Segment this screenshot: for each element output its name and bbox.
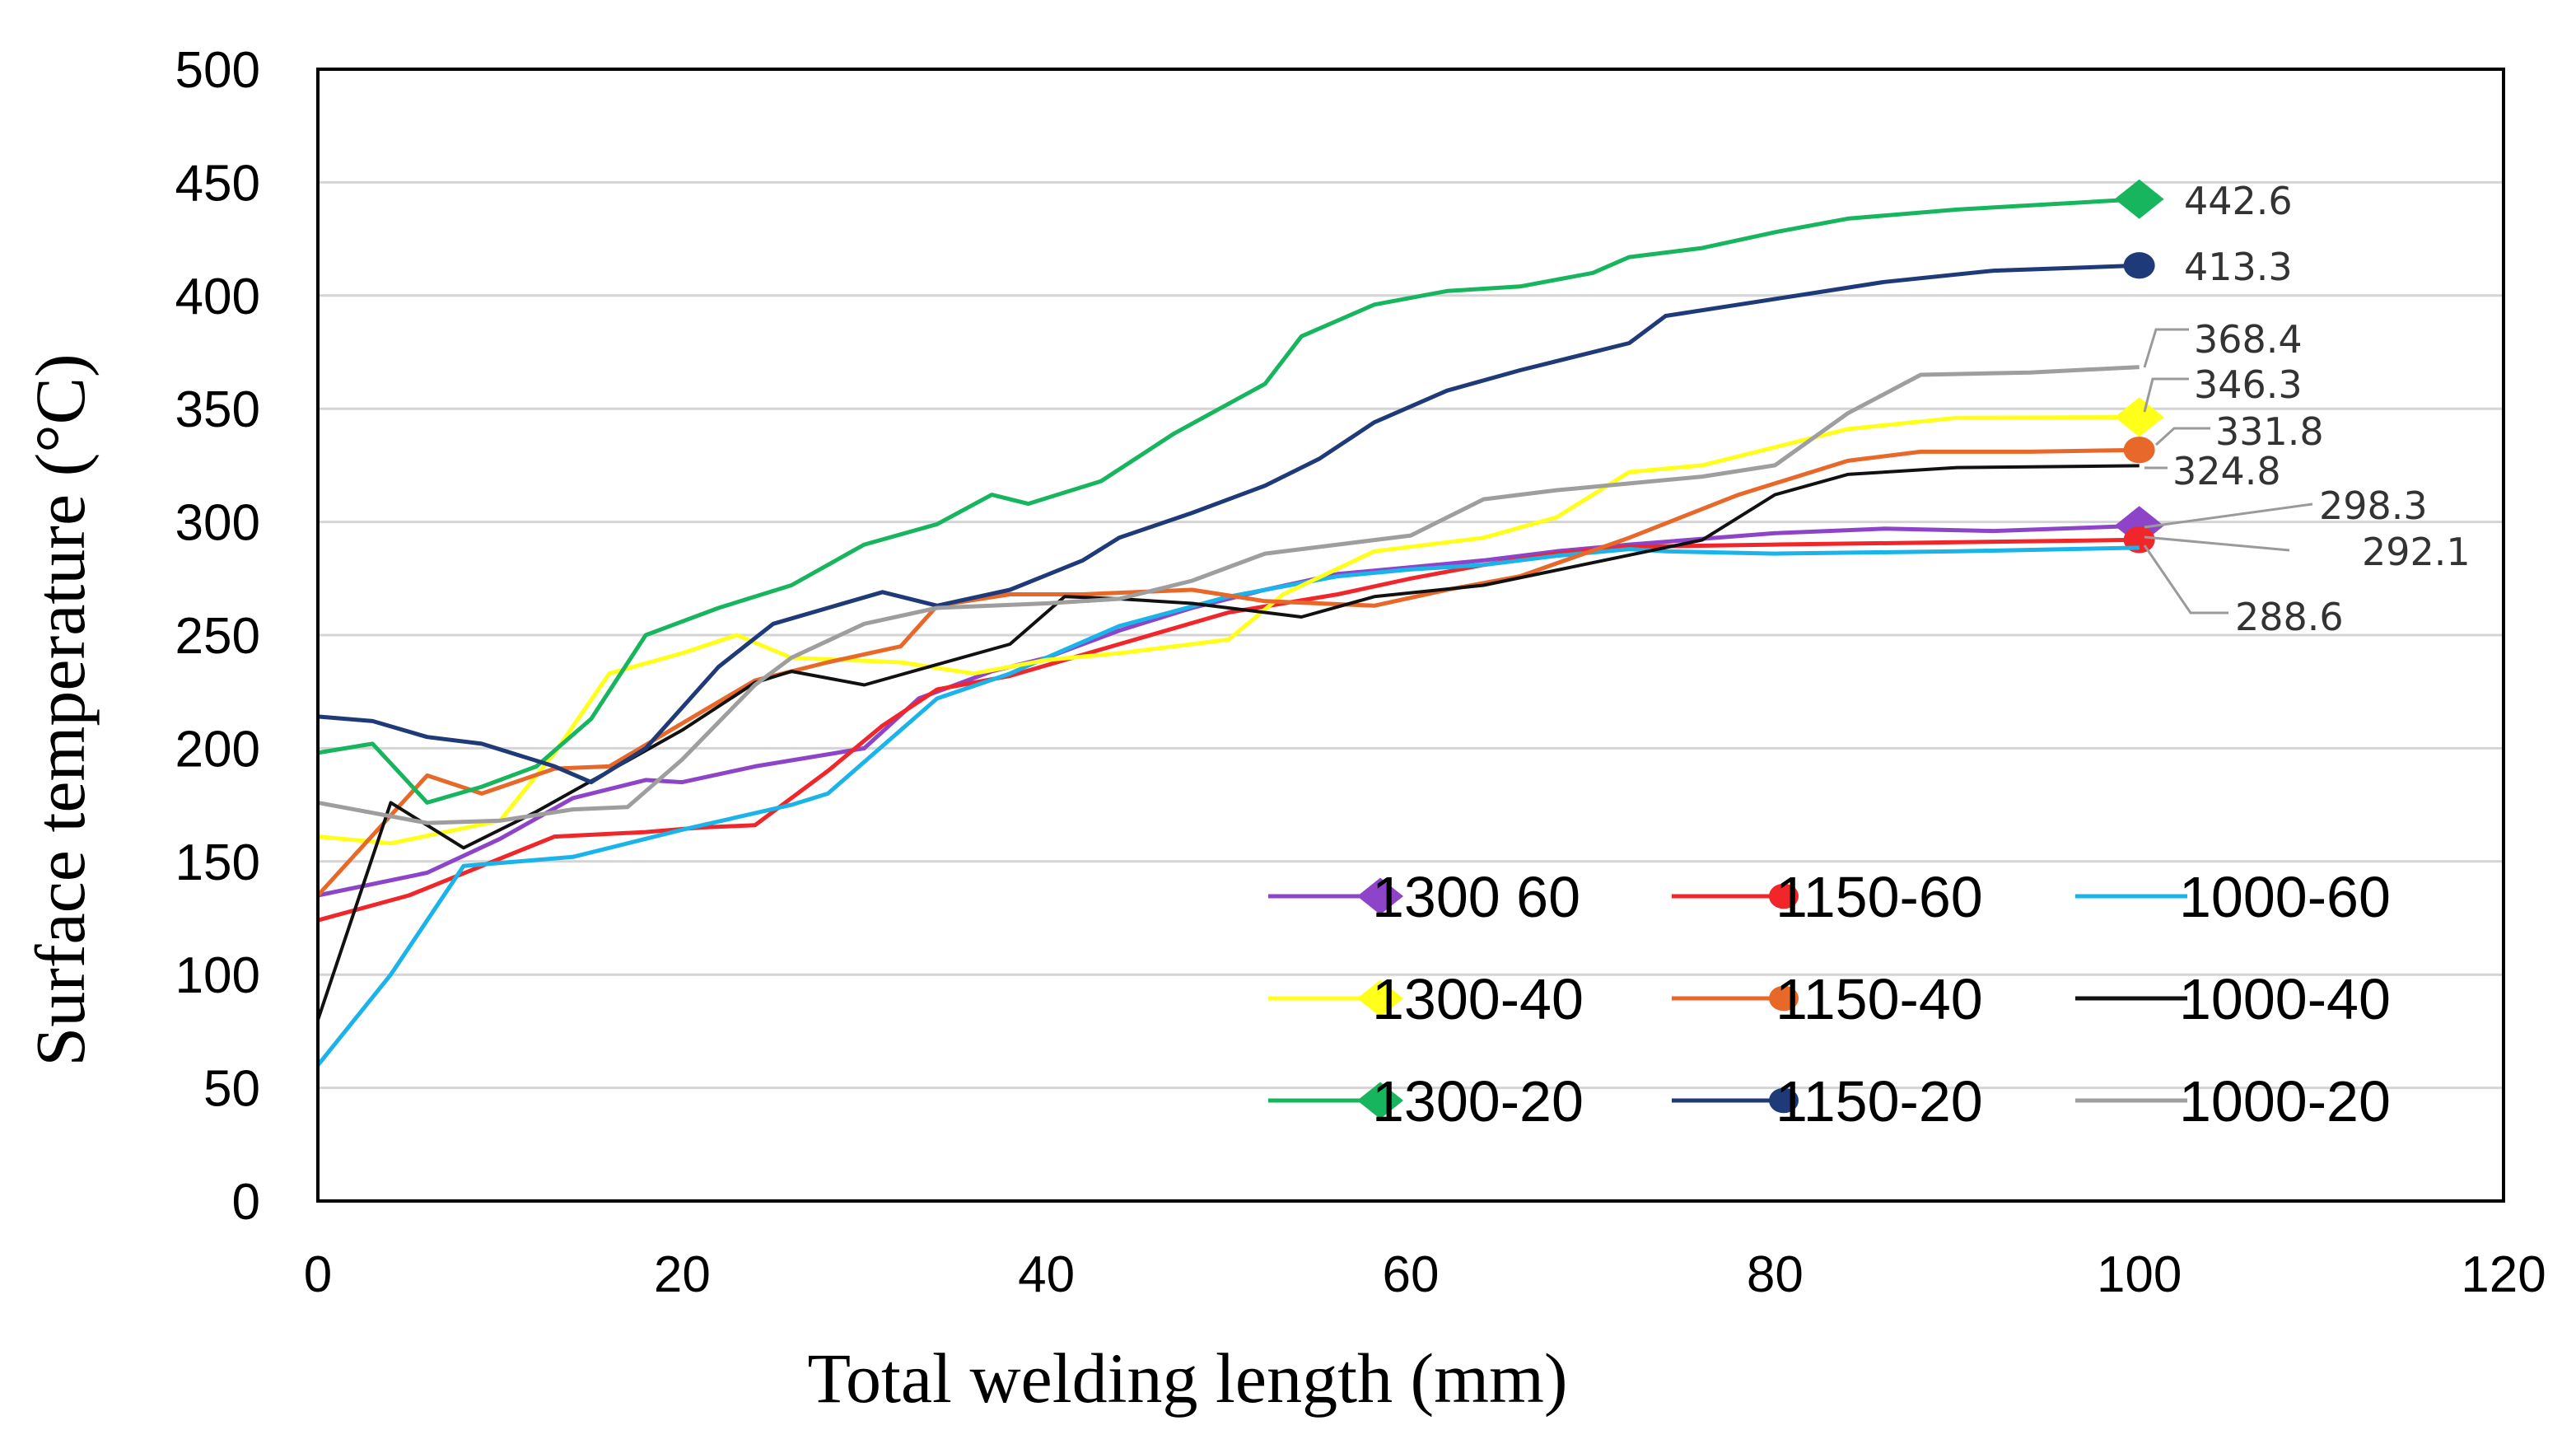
x-tick-label: 100 <box>2097 1246 2182 1303</box>
legend-item: 1150-60 <box>1672 865 1983 929</box>
legend-item: 1000-40 <box>2075 967 2391 1031</box>
y-axis-title: Surface temperature (°C) <box>21 353 100 1066</box>
legend-marker <box>1357 979 1403 1017</box>
legend-label: 1150-60 <box>1776 865 1983 929</box>
legend-item: 1150-20 <box>1672 1069 1983 1133</box>
legend-label: 1000-60 <box>2179 865 2391 929</box>
y-tick-label: 0 <box>232 1174 260 1231</box>
x-tick-label: 120 <box>2461 1246 2546 1303</box>
legend-label: 1150-20 <box>1776 1069 1983 1133</box>
y-tick-label: 450 <box>175 155 260 212</box>
end-value-label: 324.8 <box>2172 449 2281 493</box>
series-line <box>317 537 2140 923</box>
legend-item: 1000-60 <box>2075 865 2391 929</box>
legend-label: 1300-40 <box>1372 967 1584 1031</box>
legend-marker <box>1357 1082 1403 1119</box>
series-1300-20 <box>317 179 2164 805</box>
series-1150-20 <box>317 252 2155 785</box>
x-axis-title: Total welding length (mm) <box>807 1339 1567 1418</box>
x-tick-label: 20 <box>654 1246 711 1303</box>
series-end-marker <box>2114 397 2164 437</box>
y-tick-label: 500 <box>175 42 260 99</box>
end-value-label: 346.3 <box>2194 362 2303 407</box>
end-value-label: 368.4 <box>2194 317 2303 362</box>
end-value-label: 331.8 <box>2215 409 2324 454</box>
end-value-label: 298.3 <box>2319 484 2428 528</box>
y-tick-label: 300 <box>175 495 260 552</box>
axis-ticks: 0 50 100 150 200 250 300 350 400 450 500 0 20 40 60 80 1… <box>175 42 2546 1303</box>
x-tick-label: 80 <box>1747 1246 1804 1303</box>
legend-label: 1000-40 <box>2179 967 2391 1031</box>
leader-line <box>2154 427 2210 446</box>
series-end-marker <box>2114 179 2164 219</box>
legend-label: 1150-40 <box>1776 967 1983 1031</box>
series-lines <box>316 179 2164 1067</box>
series-end-marker <box>2123 437 2155 464</box>
legend-item: 1300-40 <box>1268 967 1584 1031</box>
legend-item: 1300-20 <box>1268 1069 1584 1133</box>
legend-marker <box>1357 877 1403 915</box>
plot-area-border <box>316 68 2505 1203</box>
legend-label: 1000-20 <box>2179 1069 2391 1133</box>
series-line <box>317 197 2140 805</box>
legend-label: 1300 60 <box>1372 865 1580 929</box>
end-value-label: 442.6 <box>2184 179 2293 223</box>
x-tick-label: 0 <box>304 1246 332 1303</box>
legend-marker <box>1769 1087 1799 1114</box>
legend-item: 1300 60 <box>1268 865 1580 929</box>
series-1300-40 <box>317 397 2164 846</box>
legend: 1300 60 1150-60 1000-60 1300-40 1150-40 1000-… <box>1268 865 2391 1133</box>
y-tick-label: 400 <box>175 269 260 325</box>
y-tick-label: 200 <box>175 721 260 778</box>
leader-line <box>2143 377 2189 413</box>
y-tick-label: 150 <box>175 834 260 891</box>
series-line <box>316 464 2140 1021</box>
series-1000-40 <box>316 464 2140 1021</box>
leader-line <box>2143 544 2228 615</box>
end-value-label: 288.6 <box>2235 595 2344 639</box>
legend-marker <box>1769 883 1799 909</box>
end-label-leaders <box>2143 328 2313 615</box>
legend-marker <box>1769 985 1799 1012</box>
series-line <box>317 263 2140 785</box>
series-end-marker <box>2123 252 2155 279</box>
series-1150-40 <box>316 437 2155 897</box>
series-1000-20 <box>317 365 2140 825</box>
end-value-label: 413.3 <box>2184 245 2293 289</box>
series-line <box>316 447 2140 897</box>
end-value-label: 292.1 <box>2362 530 2471 574</box>
x-tick-label: 40 <box>1018 1246 1075 1303</box>
series-line <box>317 365 2140 825</box>
leader-line <box>2144 535 2290 552</box>
legend-label: 1300-20 <box>1372 1069 1584 1133</box>
leader-line <box>2144 502 2313 529</box>
y-tick-label: 350 <box>175 381 260 438</box>
x-tick-label: 60 <box>1383 1246 1440 1303</box>
y-tick-label: 100 <box>175 947 260 1004</box>
leader-line <box>2143 328 2189 368</box>
series-line <box>317 523 2140 898</box>
legend-item: 1000-20 <box>2075 1069 2391 1133</box>
y-tick-label: 250 <box>175 608 260 665</box>
y-tick-label: 50 <box>203 1061 260 1118</box>
series-line <box>317 414 2140 846</box>
legend-item: 1150-40 <box>1672 967 1983 1031</box>
